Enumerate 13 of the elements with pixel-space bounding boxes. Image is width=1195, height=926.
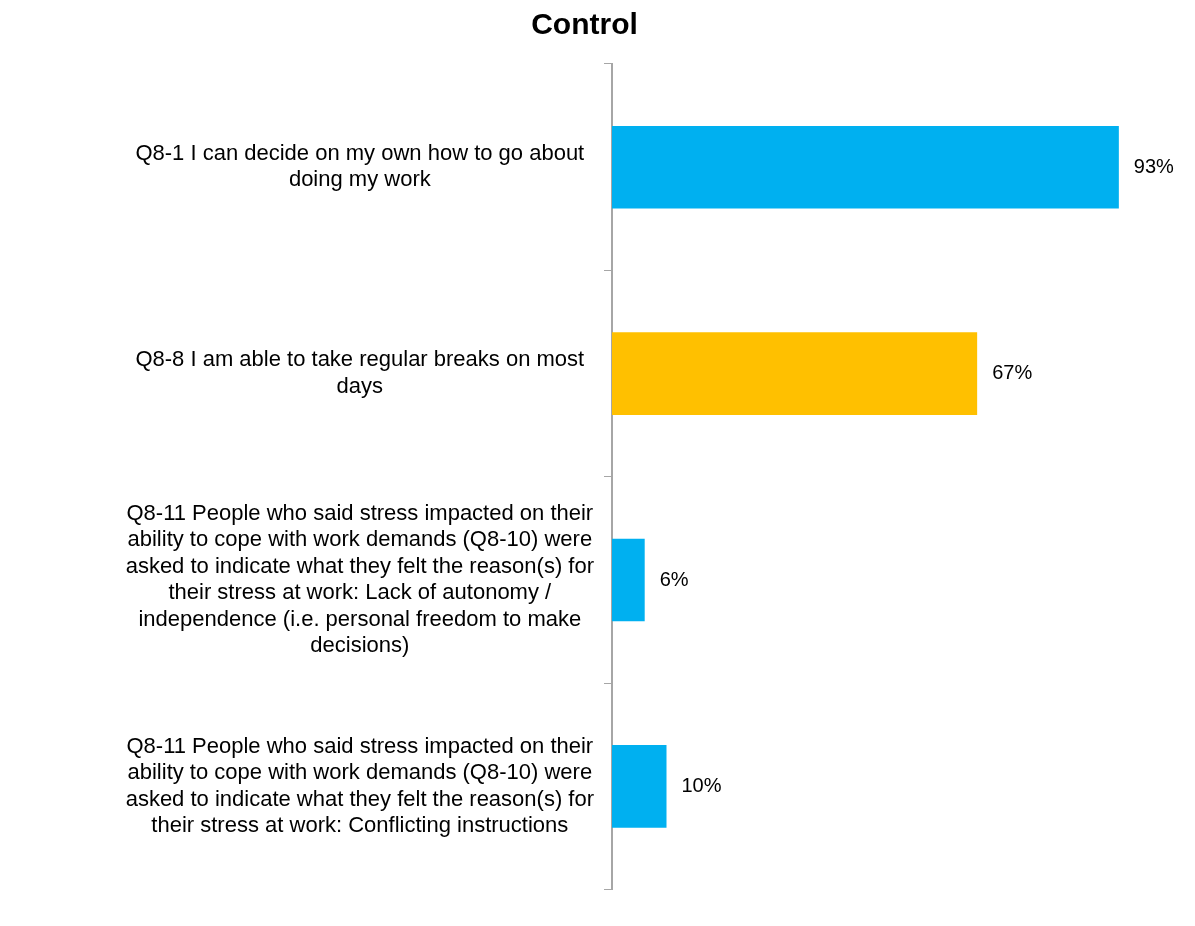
data-label: 10% — [681, 773, 722, 796]
y-tick-label: Q8-1 I can decide on my own how to go about doing my work — [135, 140, 585, 192]
data-label: 67% — [992, 361, 1033, 384]
bar — [612, 332, 978, 415]
data-label: 93% — [1133, 154, 1175, 177]
chart-title: Control — [531, 7, 638, 41]
bar — [612, 538, 645, 622]
bar — [612, 125, 1119, 209]
bar — [612, 745, 667, 828]
data-label: 6% — [659, 567, 689, 590]
y-tick-label: Q8-8 I am able to take regular breaks on most days — [135, 346, 585, 398]
y-tick-label: Q8-11 People who said stress impacted on their ability to cope with work demands (Q8-10) were asked to indicate what they felt the reason(s) for their stress at work: Lack of autonomy / independence (i.e. personal freedom to make decisions) — [125, 500, 594, 658]
y-tick-label: Q8-11 People who said stress impacted on their ability to cope with work demands (Q8-10) were asked to indicate what they felt the reason(s) for their stress at work: Conflicting instructions — [125, 732, 594, 838]
